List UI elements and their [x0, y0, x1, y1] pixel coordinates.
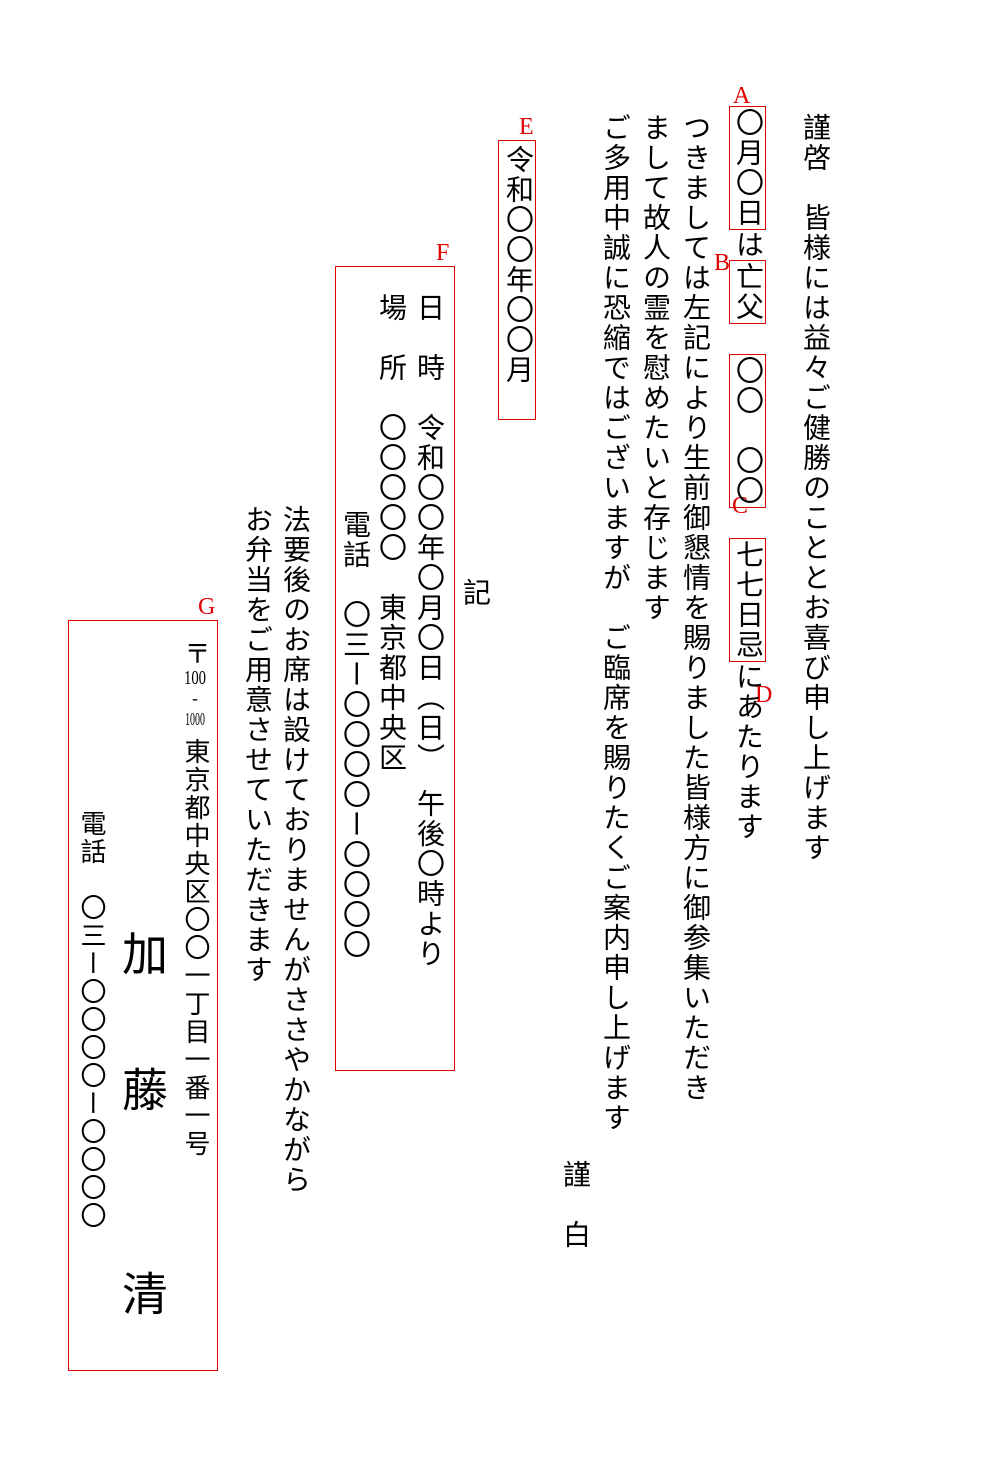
postal-mark: 〒	[181, 640, 210, 668]
page-root: A B C D E F G 謹啓 皆様には益々ご健勝のこととお喜び申し上げます …	[0, 0, 1000, 1484]
sender-name: 加 藤 清	[118, 930, 164, 1360]
note-2: お弁当をご用意させていただきます	[242, 505, 270, 1325]
ph-label: 電話	[339, 510, 370, 600]
line3: つきましては左記により生前御懇情を賜りました皆様方に御参集いただき	[680, 113, 708, 1363]
label-g: G	[198, 594, 215, 621]
ph-value: 〇三ー〇〇〇〇ー〇〇〇〇	[339, 600, 370, 960]
pl-value: 〇〇〇〇〇 東京都中央区	[375, 413, 406, 773]
detail-phone: 電話 〇三ー〇〇〇〇ー〇〇〇〇	[340, 510, 368, 1070]
line4: まして故人の霊を慰めたいと存じます	[640, 113, 668, 1113]
line5: ご多用中誠に恐縮ではございますが ご臨席を賜りたくご案内申し上げます	[600, 113, 628, 1363]
t3	[732, 508, 763, 538]
box-b: 亡父	[729, 260, 766, 324]
postal2: 1000	[185, 710, 205, 728]
box-a: 〇月〇日	[729, 106, 766, 230]
greeting-line: 謹啓 皆様には益々ご健勝のこととお喜び申し上げます	[800, 113, 828, 1213]
ki: 記	[460, 578, 488, 608]
line2-col: 〇月〇日は亡父 〇〇 〇〇 七七日忌にあたります	[721, 106, 761, 906]
sender-address: 東京都中央区〇〇一丁目一番一号	[181, 738, 210, 1158]
detail-datetime: 日 時 令和〇〇年〇月〇日（日） 午後〇時より	[414, 293, 442, 1053]
sp-label: 電話	[77, 810, 106, 894]
note-1: 法要後のお席は設けておりませんがささやかながら	[280, 505, 308, 1325]
box-c: 〇〇 〇〇	[729, 354, 766, 508]
label-f: F	[436, 240, 449, 267]
sp-value: 〇三ー〇〇〇〇ー〇〇〇〇	[77, 894, 106, 1230]
box-d: 七七日忌	[729, 538, 766, 662]
postal1: 100	[184, 668, 206, 688]
t4: にあたります	[732, 662, 763, 842]
t2	[732, 324, 763, 354]
sender-phone: 電話 〇三ー〇〇〇〇ー〇〇〇〇	[78, 810, 104, 1365]
dt-label: 日 時	[413, 293, 444, 383]
dt-value: 令和〇〇年〇月〇日（日） 午後〇時より	[413, 413, 444, 969]
box-e: 令和〇〇年〇〇月	[498, 140, 536, 420]
pl-label: 場 所	[375, 293, 406, 383]
sender-address-line: 〒100‐1000 東京都中央区〇〇一丁目一番一号	[182, 640, 208, 1360]
detail-place: 場 所 〇〇〇〇〇 東京都中央区	[376, 293, 404, 1053]
t1: は	[732, 230, 763, 260]
label-e: E	[519, 114, 534, 141]
closing: 謹 白	[560, 1160, 588, 1250]
